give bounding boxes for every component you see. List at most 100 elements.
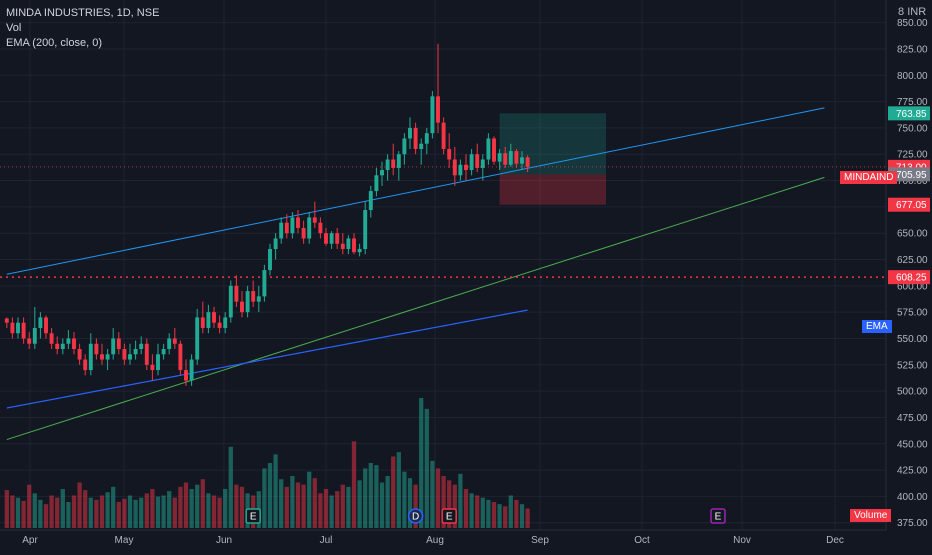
price-tag-label: 608.25 — [896, 273, 927, 284]
earnings-marker-shape — [710, 508, 726, 524]
volume-bar — [435, 468, 441, 528]
volume-bar — [60, 489, 65, 528]
candle-body — [217, 322, 222, 328]
y-tick-label: 850.00 — [897, 18, 928, 29]
volume-bar — [15, 497, 21, 528]
candle-body — [318, 222, 323, 234]
x-tick-label: Jun — [216, 535, 232, 546]
candle-body — [363, 210, 368, 249]
x-tick-label: Nov — [733, 535, 751, 546]
candle-body — [525, 157, 530, 167]
candle-body — [413, 127, 418, 149]
volume-bar — [486, 499, 491, 528]
candle-body — [139, 343, 144, 350]
volume-bar — [290, 476, 295, 528]
volume-bar — [508, 495, 513, 528]
ema-indicator-label[interactable]: EMA (200, close, 0) — [6, 37, 102, 49]
y-tick-label: 775.00 — [897, 97, 928, 108]
volume-bar — [127, 495, 133, 528]
y-tick-label: 725.00 — [897, 150, 928, 161]
volume-bar — [122, 498, 127, 528]
volume-indicator-label[interactable]: Vol — [6, 22, 22, 34]
y-tick-label: 550.00 — [897, 334, 928, 345]
candle-body — [83, 359, 88, 371]
currency-label[interactable]: 8 INR — [898, 6, 926, 18]
candle-body — [436, 96, 440, 123]
candle-body — [346, 238, 351, 249]
x-tick-label: Sep — [531, 535, 549, 546]
candle-body — [49, 333, 54, 344]
price-tag-label: 677.05 — [896, 200, 927, 211]
candle-body — [111, 338, 116, 355]
candle-body — [480, 159, 485, 168]
volume-bar — [21, 500, 26, 528]
volume-bar — [357, 480, 362, 528]
candle-body — [172, 338, 177, 344]
price-tag-label: 763.85 — [896, 109, 927, 120]
candle-body — [385, 159, 390, 171]
candle-body — [357, 248, 362, 253]
event-marker-label: E — [446, 512, 453, 523]
y-tick-label: 475.00 — [897, 413, 928, 424]
x-tick-label: Apr — [22, 535, 38, 546]
volume-bar — [374, 465, 379, 528]
candle-body — [284, 222, 289, 234]
candle-body — [402, 138, 407, 155]
volume-bar — [273, 454, 278, 528]
candle-body — [200, 317, 205, 328]
candle-body — [279, 222, 284, 239]
volume-bar — [267, 463, 273, 528]
candle-body — [4, 318, 9, 323]
volume-bar — [262, 468, 267, 528]
candle-body — [251, 291, 256, 302]
position-target-zone — [499, 113, 606, 175]
candle-body — [329, 233, 334, 244]
candle-body — [424, 133, 429, 144]
volume-bar — [77, 482, 82, 528]
candle-body — [184, 370, 188, 381]
volume-bar — [49, 495, 54, 528]
candle-body — [228, 285, 233, 318]
candle-body — [55, 343, 60, 350]
volume-bar — [368, 463, 373, 528]
candle-body — [38, 317, 43, 328]
volume-bar — [99, 495, 105, 528]
symbol-title[interactable]: MINDA INDUSTRIES, 1D, NSE — [6, 7, 160, 19]
position-stop-zone — [499, 174, 606, 205]
volume-bar — [379, 482, 385, 528]
candle-body — [290, 217, 295, 234]
candle-body — [301, 227, 306, 239]
price-tag — [888, 106, 930, 121]
dividend-event-marker: D — [407, 508, 424, 524]
volume-bar — [83, 490, 88, 528]
earnings-marker-shape — [245, 508, 261, 524]
y-tick-label: 450.00 — [897, 439, 928, 450]
candle-body — [447, 148, 452, 160]
candle-body — [340, 243, 345, 249]
volume-bar — [396, 452, 401, 528]
candle-body — [514, 151, 519, 164]
candle-body — [72, 338, 76, 350]
volume-bar — [27, 484, 32, 528]
y-tick-label: 575.00 — [897, 308, 928, 319]
candle-body — [150, 364, 155, 371]
candle-body — [475, 154, 480, 168]
volume-bar — [318, 493, 323, 528]
earnings-event-marker: E — [710, 508, 726, 524]
candle-body — [128, 354, 132, 360]
volume-bar — [4, 490, 9, 528]
volume-bar — [323, 489, 329, 528]
candle-body — [66, 338, 71, 344]
candle-body — [324, 233, 328, 244]
volume-bar — [340, 484, 345, 528]
volume-bar — [239, 486, 245, 528]
candle-body — [520, 157, 524, 164]
volume-bar — [497, 504, 502, 528]
candle-body — [223, 317, 228, 328]
volume-bar — [503, 506, 508, 528]
volume-bar — [183, 482, 189, 528]
volume-bar — [144, 493, 149, 528]
candle-body — [430, 96, 435, 134]
